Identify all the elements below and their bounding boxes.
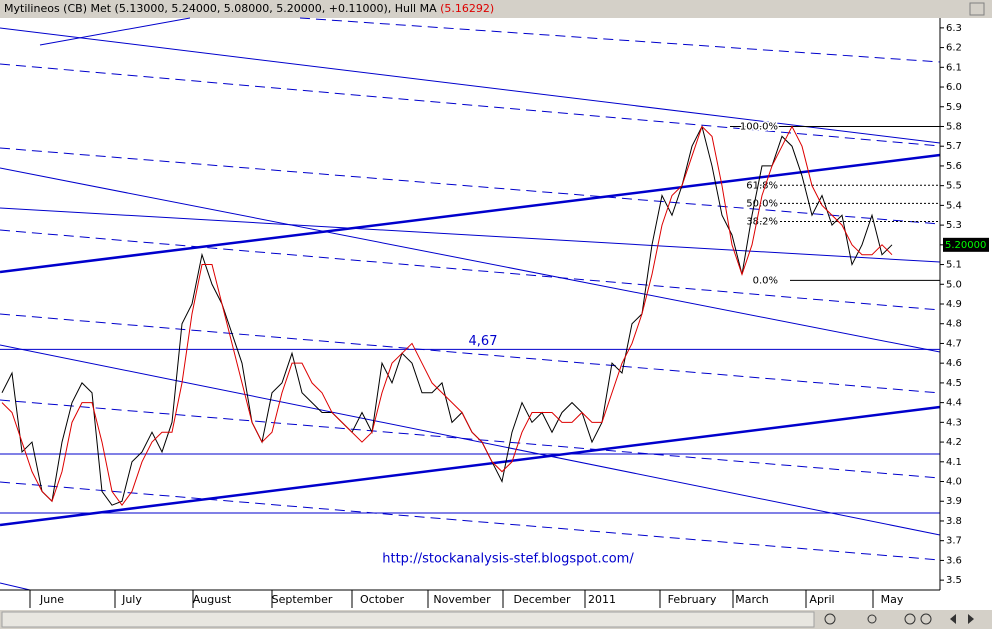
fib-label: 38.2% [746,217,778,228]
fib-label: 0.0% [753,275,778,286]
y-tick-label: 5.3 [946,220,962,231]
x-tick-label: April [809,593,834,606]
x-tick-label: February [668,593,717,606]
x-tick-label: August [193,593,232,606]
trendline [0,582,31,591]
trendline [0,167,941,353]
title-bar [0,0,992,18]
series-line [1,125,893,507]
annotation-label: 4,67 [469,334,498,349]
fib-label: 100.0% [740,121,778,132]
y-tick-label: 4.4 [946,398,962,409]
scroll-right[interactable] [968,614,974,624]
x-tick-label: October [360,593,404,606]
chart-title: Mytilineos (CB) Met (5.13000, 5.24000, 5… [4,2,494,15]
y-tick-label: 5.6 [946,161,962,172]
y-tick-label: 4.2 [946,437,962,448]
y-tick-label: 4.5 [946,378,962,389]
x-tick-label: November [433,593,491,606]
y-tick-label: 4.1 [946,457,962,468]
title-text: Mytilineos (CB) Met (5.13000, 5.24000, 5… [4,2,437,15]
trendlines [0,17,941,591]
y-tick-label: 6.0 [946,82,962,93]
channel-line [0,481,941,561]
x-tick-label: March [735,593,769,606]
y-tick-label: 5.8 [946,121,962,132]
fib-label: 61.8% [746,180,778,191]
trendline [39,17,191,46]
y-tick-label: 6.3 [946,23,962,34]
y-tick-label: 5.1 [946,260,962,271]
x-tick-label: May [881,593,904,606]
x-tick-label: 2011 [588,593,616,606]
watermark: http://stockanalysis-stef.blogspot.com/ [382,552,634,567]
y-tick-label: 4.7 [946,338,962,349]
x-tick-label: December [513,593,571,606]
y-tick-label: 4.6 [946,358,962,369]
y-tick-label: 3.6 [946,555,962,566]
y-tick-label: 5.4 [946,200,962,211]
zoom-out-icon[interactable] [904,613,916,625]
y-tick-label: 3.9 [946,496,962,507]
close-button[interactable] [969,2,985,16]
y-tick-label: 4.0 [946,477,962,488]
x-tick-label: September [272,593,333,606]
zoom-icon[interactable] [824,613,836,625]
y-tick-label: 3.8 [946,516,962,527]
y-tick-label: 5.9 [946,102,962,113]
hull-value: (5.16292) [440,2,494,15]
x-tick-label: June [39,593,64,606]
trendline [0,27,941,144]
toolbar-icons [824,613,974,625]
channel-line [0,63,941,147]
channel-line [299,17,941,63]
y-tick-label: 4.3 [946,417,962,428]
channel-line [0,147,941,225]
y-tick-label: 6.2 [946,43,962,54]
fib-label: 50.0% [746,198,778,209]
y-tick-label: 3.5 [946,575,962,586]
y-tick-label: 4.8 [946,319,962,330]
pan-icon[interactable] [867,614,877,624]
scroll-left[interactable] [950,614,956,624]
scroll-track[interactable] [1,611,815,628]
x-tick-label: July [121,593,142,606]
y-tick-label: 4.9 [946,299,962,310]
trendline [0,405,941,527]
y-tick-label: 6.1 [946,62,962,73]
y-tick-label: 3.7 [946,536,962,547]
last-value-label: 5.20000 [945,240,986,251]
channel-line [0,229,941,311]
month-ticks [29,590,874,608]
trendline [0,344,941,536]
trendline [0,153,941,274]
channel-line [0,313,941,394]
y-tick-label: 5.5 [946,181,962,192]
series-line [1,125,893,506]
y-tick-label: 5.7 [946,141,962,152]
zoom-in-icon[interactable] [920,613,932,625]
trendline [0,207,941,263]
channel-line [0,399,941,479]
y-tick-label: 5.0 [946,279,962,290]
last-value-box [943,237,989,252]
